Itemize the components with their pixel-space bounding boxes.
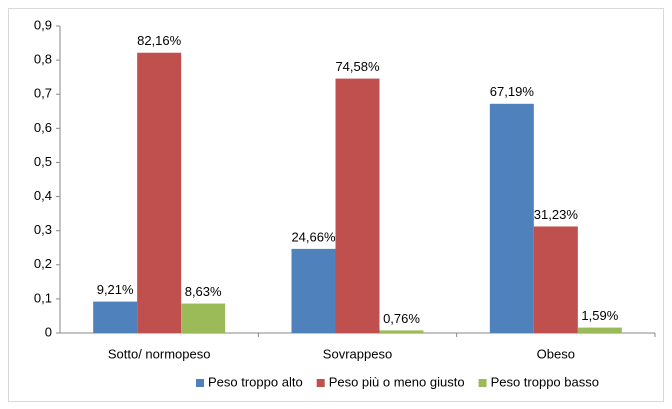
bar (137, 52, 182, 334)
bar (533, 226, 578, 333)
y-tick-label: 0,4 (34, 188, 52, 203)
y-tick-label: 0,3 (34, 222, 52, 237)
data-label: 82,16% (137, 33, 182, 48)
bar (577, 327, 622, 333)
x-tick-label: Obeso (537, 346, 575, 361)
bar (93, 301, 138, 333)
y-tick-label: 0,9 (34, 17, 52, 32)
y-tick-label: 0,5 (34, 154, 52, 169)
y-tick-label: 0,1 (34, 290, 52, 305)
y-tick-label: 0,7 (34, 86, 52, 101)
y-tick-label: 0 (45, 324, 52, 339)
x-tick-label: Sotto/ normopeso (108, 346, 211, 361)
x-tick-label: Sovrappeso (323, 346, 392, 361)
legend-swatch (478, 379, 487, 387)
bar (181, 303, 226, 333)
data-label: 24,66% (291, 229, 336, 244)
legend-swatch (316, 379, 325, 387)
bar (291, 248, 336, 333)
y-tick-label: 0,2 (34, 256, 52, 271)
data-label: 67,19% (490, 84, 535, 99)
bar (335, 78, 380, 333)
data-label: 1,59% (581, 308, 618, 323)
legend-swatch (196, 379, 204, 387)
bar (489, 103, 534, 334)
y-tick-label: 0,6 (34, 120, 52, 135)
data-label: 0,76% (383, 311, 420, 326)
data-label: 74,58% (335, 59, 380, 74)
bar (379, 330, 424, 333)
legend-label: Peso troppo alto (208, 374, 303, 389)
data-label: 31,23% (534, 207, 579, 222)
legend-label: Peso più o meno giusto (329, 374, 465, 389)
y-tick-label: 0,8 (34, 52, 52, 67)
data-label: 9,21% (97, 282, 134, 297)
legend-label: Peso troppo basso (491, 374, 599, 389)
data-label: 8,63% (185, 284, 222, 299)
